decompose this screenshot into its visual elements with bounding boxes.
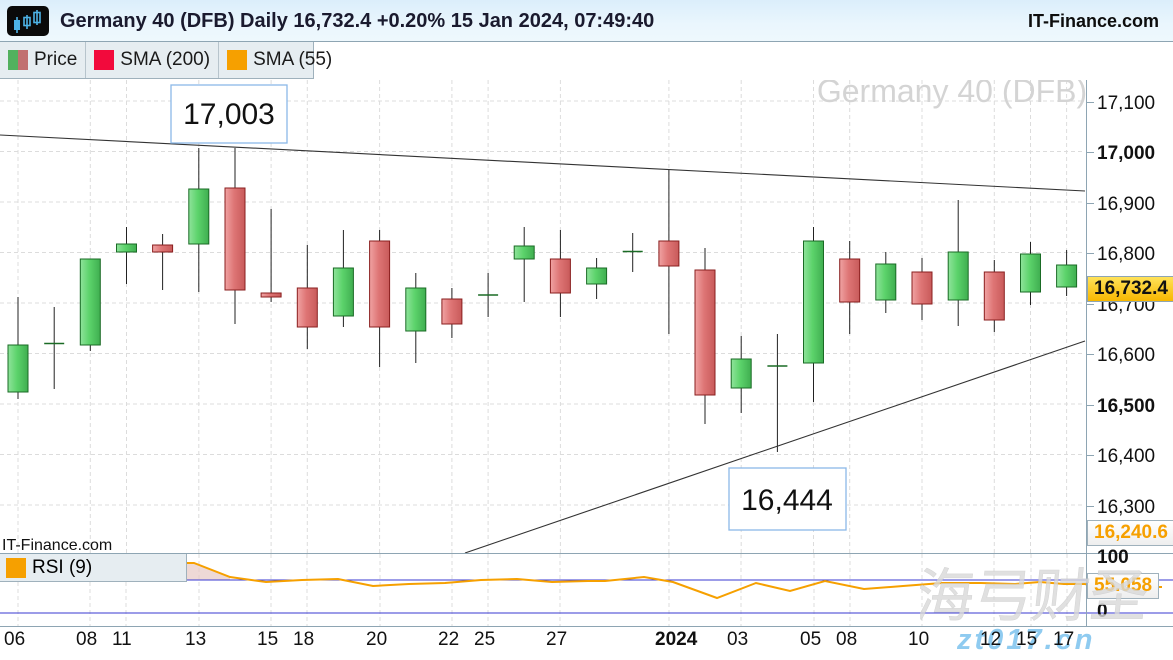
- svg-text:17,003: 17,003: [183, 98, 275, 131]
- svg-text:Germany 40 (DFB): Germany 40 (DFB): [817, 80, 1087, 109]
- svg-text:16,444: 16,444: [741, 484, 833, 517]
